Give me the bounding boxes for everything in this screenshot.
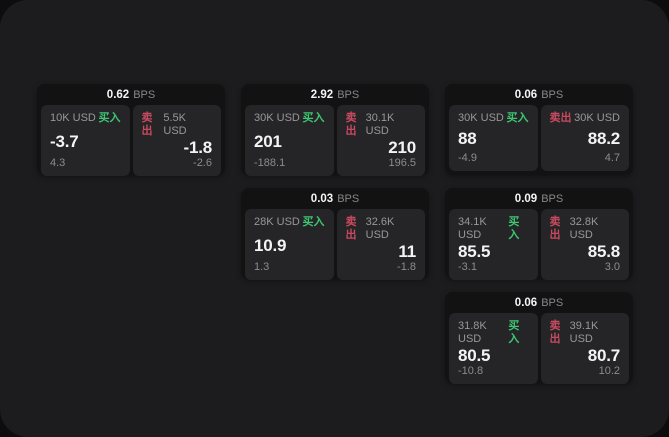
sell-notional: 5.5K USD: [163, 112, 187, 137]
bps-header: 2.92 BPS: [241, 84, 429, 105]
sell-notional: 32.6K USD: [365, 216, 395, 241]
panels-row: 34.1K USD 买入 85.5 -3.1 卖出 32.8K USD 85.8…: [445, 209, 633, 284]
buy-price: 201: [254, 131, 282, 151]
buy-notional: 28K USD: [254, 216, 300, 228]
sell-panel[interactable]: 卖出 30K USD 88.2 4.7: [540, 105, 629, 171]
sell-price: 88.2: [587, 129, 620, 148]
buy-panel[interactable]: 30K USD 买入 201 -188.1: [245, 105, 334, 176]
buy-panel[interactable]: 34.1K USD 买入 85.5 -3.1: [449, 209, 538, 280]
buy-sub-value: -3.1: [458, 261, 477, 273]
bps-unit-label: BPS: [541, 296, 564, 309]
sell-price: 85.8: [587, 242, 620, 261]
bps-header: 0.03 BPS: [241, 188, 429, 209]
sell-notional: 30.1K USD: [365, 112, 395, 137]
bps-unit-label: BPS: [133, 88, 156, 101]
sell-panel[interactable]: 卖出 32.6K USD 11 -1.8: [336, 209, 425, 280]
quote-card: 0.06 BPS 30K USD 买入 88 -4.9 卖出 30K USD: [445, 84, 633, 175]
bps-value: 0.06: [514, 296, 538, 309]
buy-panel[interactable]: 30K USD 买入 88 -4.9: [449, 105, 538, 171]
sell-side-label: 卖出: [549, 320, 561, 345]
quote-card: 0.62 BPS 10K USD 买入 -3.7 4.3 卖出 5.5K USD: [37, 84, 225, 176]
bps-value: 0.09: [514, 192, 538, 205]
buy-side-label: 买入: [98, 112, 121, 124]
sell-side-label: 卖出: [345, 216, 357, 241]
sell-side-label: 卖出: [141, 112, 153, 137]
buy-side-label: 买入: [302, 216, 325, 228]
buy-sub-value: 4.3: [50, 157, 66, 169]
sell-price: 11: [398, 242, 416, 261]
bps-value: 0.03: [310, 192, 334, 205]
buy-side-label: 买入: [506, 112, 529, 124]
sell-panel[interactable]: 卖出 39.1K USD 80.7 10.2: [540, 313, 629, 384]
sell-price: 210: [388, 138, 416, 157]
sell-sub-value: -1.8: [397, 261, 416, 273]
sell-sub-value: 196.5: [388, 157, 416, 169]
sell-side-label: 卖出: [345, 112, 357, 137]
quote-card: 0.06 BPS 31.8K USD 买入 80.5 -10.8 卖出 39.1…: [445, 292, 633, 384]
sell-panel[interactable]: 卖出 5.5K USD -1.8 -2.6: [132, 105, 221, 176]
buy-price: 10.9: [254, 235, 287, 255]
bps-header: 0.09 BPS: [445, 188, 633, 209]
sell-notional: 39.1K USD: [569, 320, 599, 345]
sell-sub-value: 3.0: [604, 261, 620, 273]
buy-price: 85.5: [458, 242, 491, 261]
buy-notional: 34.1K USD: [458, 216, 487, 241]
quote-card-grid: 0.62 BPS 10K USD 买入 -3.7 4.3 卖出 5.5K USD: [37, 84, 633, 384]
quote-card: 2.92 BPS 30K USD 买入 201 -188.1 卖出 30.1K …: [241, 84, 429, 176]
bps-header: 0.62 BPS: [37, 84, 225, 105]
bps-header: 0.06 BPS: [445, 84, 633, 105]
buy-notional: 10K USD: [50, 112, 96, 124]
buy-side-label: 买入: [302, 112, 325, 124]
buy-price: 80.5: [458, 346, 491, 365]
buy-price: 88: [458, 129, 477, 148]
bps-unit-label: BPS: [541, 192, 564, 205]
panels-row: 30K USD 买入 88 -4.9 卖出 30K USD 88.2 4.7: [445, 105, 633, 175]
buy-price: -3.7: [50, 131, 79, 151]
panels-row: 28K USD 买入 10.9 1.3 卖出 32.6K USD 11 -1.8: [241, 209, 429, 284]
sell-notional: 30K USD: [574, 112, 620, 124]
buy-sub-value: 1.3: [254, 261, 270, 273]
bps-header: 0.06 BPS: [445, 292, 633, 313]
buy-notional: 30K USD: [254, 112, 300, 124]
bps-unit-label: BPS: [337, 88, 360, 101]
sell-sub-value: 10.2: [598, 365, 620, 377]
buy-notional: 31.8K USD: [458, 320, 487, 345]
buy-sub-value: -188.1: [254, 157, 286, 169]
buy-panel[interactable]: 28K USD 买入 10.9 1.3: [245, 209, 334, 280]
buy-sub-value: -10.8: [458, 365, 484, 377]
bps-unit-label: BPS: [337, 192, 360, 205]
panels-row: 30K USD 买入 201 -188.1 卖出 30.1K USD 210 1…: [241, 105, 429, 180]
buy-panel[interactable]: 31.8K USD 买入 80.5 -10.8: [449, 313, 538, 384]
panels-row: 10K USD 买入 -3.7 4.3 卖出 5.5K USD -1.8 -2.…: [37, 105, 225, 180]
sell-sub-value: 4.7: [604, 152, 620, 164]
sell-side-label: 卖出: [549, 112, 572, 124]
sell-panel[interactable]: 卖出 32.8K USD 85.8 3.0: [540, 209, 629, 280]
bps-value: 2.92: [310, 88, 334, 101]
quote-card: 0.09 BPS 34.1K USD 买入 85.5 -3.1 卖出 32.8K…: [445, 188, 633, 280]
panels-row: 31.8K USD 买入 80.5 -10.8 卖出 39.1K USD 80.…: [445, 313, 633, 388]
quote-card: 0.03 BPS 28K USD 买入 10.9 1.3 卖出 32.6K US…: [241, 188, 429, 280]
sell-panel[interactable]: 卖出 30.1K USD 210 196.5: [336, 105, 425, 176]
buy-notional: 30K USD: [458, 112, 504, 124]
sell-price: -1.8: [183, 138, 213, 157]
sell-sub-value: -2.6: [193, 157, 212, 169]
sell-side-label: 卖出: [549, 216, 561, 241]
buy-side-label: 买入: [508, 216, 520, 241]
buy-panel[interactable]: 10K USD 买入 -3.7 4.3: [41, 105, 130, 176]
sell-price: 80.7: [587, 346, 620, 365]
bps-value: 0.62: [106, 88, 130, 101]
buy-side-label: 买入: [508, 320, 520, 345]
sell-notional: 32.8K USD: [569, 216, 599, 241]
bps-unit-label: BPS: [541, 88, 564, 101]
bps-value: 0.06: [514, 88, 538, 101]
buy-sub-value: -4.9: [458, 152, 477, 164]
